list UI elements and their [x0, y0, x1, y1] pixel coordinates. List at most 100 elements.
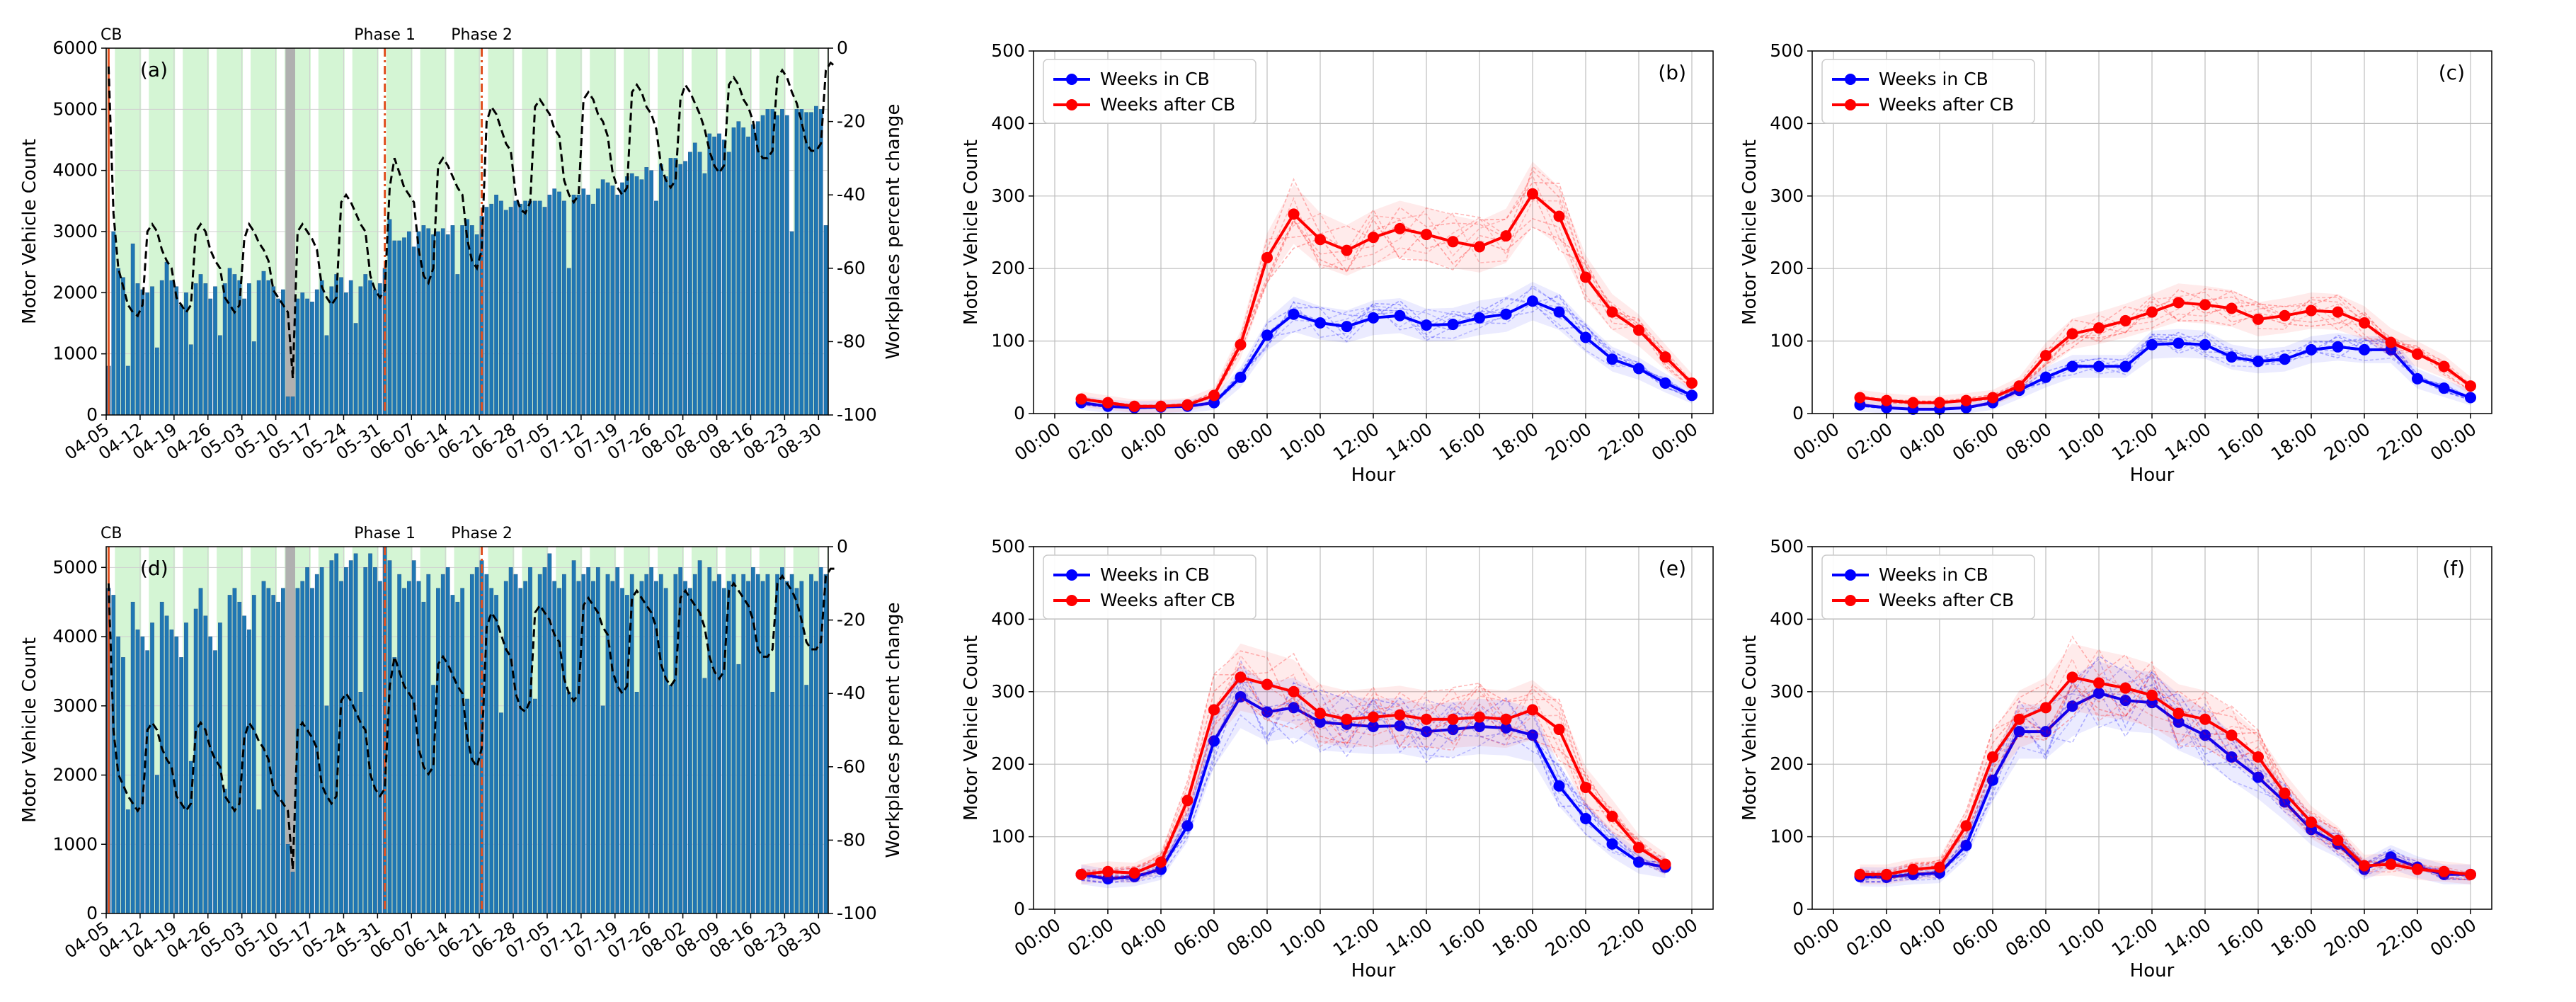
weekly-line [1860, 302, 2471, 404]
x-tick-label: 16:00 [1436, 419, 1489, 465]
data-point [2412, 348, 2423, 360]
legend-box [1821, 59, 2035, 124]
data-point [1960, 820, 1972, 832]
data-point [1394, 709, 1406, 721]
bar [523, 581, 528, 914]
bar [256, 280, 261, 416]
bar [402, 588, 406, 914]
bar [242, 298, 246, 416]
x-tick-label: 14:00 [1383, 914, 1436, 960]
x-tick-label: 12:00 [1329, 419, 1383, 465]
y-tick-label: 0 [86, 404, 98, 425]
weekend-gap [344, 547, 353, 913]
y-tick-label: 6000 [52, 38, 98, 58]
data-point [1421, 229, 1432, 241]
variation-band [1081, 282, 1692, 414]
bar [353, 553, 358, 914]
data-point [1341, 244, 1353, 256]
bar [450, 225, 455, 416]
bar [295, 588, 300, 914]
bar [445, 234, 450, 416]
bar [581, 574, 586, 914]
y-tick-label: 200 [1770, 753, 1804, 774]
bar [499, 712, 503, 914]
bar [339, 277, 343, 416]
x-tick-label: 08:00 [1223, 419, 1277, 465]
bar [823, 574, 828, 914]
y-tick-label: 500 [1770, 536, 1804, 557]
bar [736, 664, 741, 914]
bar [634, 691, 639, 914]
weekend-gap [141, 547, 149, 913]
legend-marker [1066, 99, 1077, 110]
bar [489, 588, 494, 914]
data-point [1606, 810, 1618, 822]
bar [450, 595, 455, 914]
bar [557, 588, 561, 914]
data-point [2279, 309, 2291, 321]
x-tick-label: 10:00 [2055, 914, 2109, 960]
data-point [1155, 400, 1167, 412]
y-tick-label: 0 [1014, 403, 1025, 423]
bar [213, 286, 217, 416]
bar [227, 595, 232, 914]
y-axis-label: Motor Vehicle Count [1739, 635, 1761, 821]
y-right-tick-label: -20 [837, 610, 866, 630]
bar [329, 560, 334, 914]
bar [261, 271, 266, 416]
variation-band [1081, 161, 1692, 414]
bar [193, 283, 198, 416]
variation-band [1860, 283, 2471, 410]
data-point [1181, 795, 1193, 807]
event-label: Phase 2 [451, 26, 513, 44]
bar [247, 283, 251, 416]
y-tick-label: 0 [86, 903, 98, 923]
bar [319, 280, 324, 416]
bar [397, 574, 402, 914]
data-point [2119, 695, 2131, 707]
bar [416, 581, 421, 914]
bar [155, 347, 159, 416]
bar [814, 581, 818, 914]
data-point [1341, 713, 1353, 725]
bar [276, 601, 280, 914]
bar [164, 261, 169, 416]
x-tick-label: 08:00 [2002, 419, 2056, 465]
data-point [2093, 677, 2105, 689]
data-point [2066, 360, 2078, 372]
x-tick-label: 14:00 [2161, 419, 2215, 465]
data-point [1527, 188, 1538, 200]
data-point [1368, 232, 1379, 244]
data-point [1686, 377, 1698, 389]
bar [562, 200, 566, 416]
data-point [1315, 234, 1326, 246]
data-point [1553, 780, 1565, 792]
data-point [2359, 317, 2370, 329]
x-axis-label: Hour [2130, 465, 2175, 486]
bar [581, 188, 586, 416]
bar [121, 277, 125, 416]
bar [794, 588, 799, 914]
data-point [1341, 321, 1353, 333]
data-point [1394, 719, 1406, 731]
data-point [1500, 230, 1512, 242]
data-point [1987, 751, 1998, 763]
bar [755, 574, 760, 914]
bar [217, 335, 222, 416]
data-point [1102, 397, 1114, 409]
bar [547, 194, 552, 416]
bar [639, 179, 644, 416]
bar [600, 179, 605, 416]
data-point [2199, 338, 2211, 351]
data-point [1075, 393, 1087, 405]
weekly-line [1860, 338, 2471, 411]
bar [460, 225, 465, 416]
bar [135, 630, 140, 914]
bar [532, 200, 537, 416]
y-right-tick-label: -20 [837, 111, 866, 132]
bar [373, 289, 377, 416]
bar [799, 581, 804, 914]
bar [780, 567, 784, 914]
weekly-line [1081, 671, 1666, 875]
